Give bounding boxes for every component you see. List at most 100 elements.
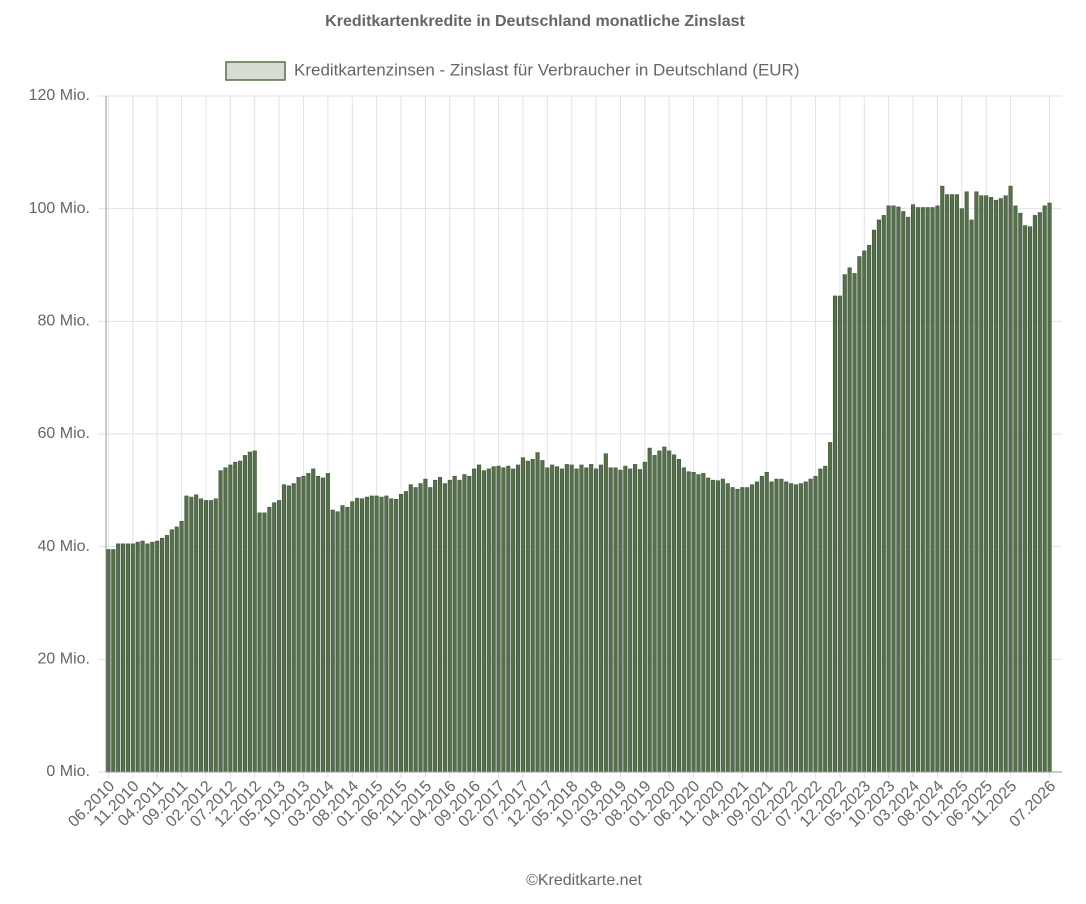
bar — [398, 493, 404, 773]
bar — [984, 195, 989, 773]
bar — [281, 484, 287, 773]
bar — [759, 475, 764, 773]
bar — [442, 483, 447, 773]
bar — [311, 468, 316, 773]
bar — [1008, 185, 1013, 773]
bar — [130, 543, 135, 773]
bar — [428, 487, 433, 773]
bar — [316, 475, 321, 773]
bar — [481, 470, 486, 773]
bar — [511, 468, 516, 773]
bar — [267, 506, 272, 773]
bar — [974, 191, 979, 773]
bar — [818, 468, 823, 773]
bar — [871, 229, 877, 773]
bar — [286, 485, 291, 773]
bar — [325, 473, 330, 773]
bar — [652, 455, 657, 773]
bar — [589, 464, 594, 773]
bar — [754, 481, 760, 773]
bar — [579, 464, 584, 773]
bar — [179, 521, 184, 773]
bar — [637, 469, 643, 773]
bar — [496, 465, 501, 773]
bar — [306, 473, 311, 773]
bar — [189, 496, 194, 773]
bar — [857, 256, 862, 773]
bar — [803, 481, 808, 773]
bar — [472, 468, 477, 773]
bar — [320, 477, 326, 773]
y-tick-label: 60 Mio. — [38, 425, 90, 442]
bar — [350, 501, 355, 773]
bar — [203, 500, 209, 773]
bar — [491, 466, 496, 773]
bar — [930, 207, 935, 773]
bar — [462, 474, 467, 773]
bar — [735, 488, 740, 773]
bar — [125, 543, 130, 773]
bar — [291, 483, 296, 773]
bar — [277, 500, 282, 773]
bar — [457, 479, 462, 773]
bar — [676, 459, 682, 773]
bar — [413, 487, 418, 773]
bar — [1003, 195, 1008, 773]
chart-title: Kreditkartenkredite in Deutschland monat… — [325, 13, 745, 30]
bar — [238, 460, 243, 773]
bar — [940, 185, 945, 773]
bar — [720, 478, 725, 773]
bar — [979, 195, 984, 773]
bar — [935, 205, 940, 773]
bar — [949, 194, 955, 773]
bar — [369, 495, 374, 773]
bar — [247, 451, 252, 773]
y-tick-label: 80 Mio. — [38, 313, 90, 330]
bar — [1032, 215, 1037, 773]
bar — [540, 460, 545, 773]
bar — [1018, 212, 1023, 773]
bar — [486, 468, 491, 773]
bar — [194, 494, 199, 773]
bar — [501, 467, 506, 773]
bar — [837, 295, 842, 773]
bar — [906, 216, 911, 773]
bar — [993, 199, 998, 773]
bar — [140, 540, 145, 773]
bar — [330, 509, 335, 773]
source: ©Kreditkarte.net — [526, 872, 642, 889]
bar — [608, 467, 613, 773]
bar — [862, 250, 867, 773]
bar — [789, 483, 794, 773]
bar — [174, 526, 179, 773]
bar — [881, 215, 886, 773]
bar — [530, 459, 535, 773]
bar — [223, 467, 228, 773]
bar — [988, 197, 994, 773]
bar — [233, 461, 238, 773]
bar — [199, 498, 204, 773]
bar — [408, 484, 413, 773]
bar — [359, 498, 365, 773]
bar — [891, 205, 896, 773]
bar — [418, 483, 423, 773]
bar — [823, 465, 828, 773]
bar — [384, 495, 389, 773]
bar — [779, 478, 784, 773]
bar — [389, 498, 394, 773]
legend-swatch — [225, 61, 286, 81]
legend-label[interactable]: Kreditkartenzinsen - Zinslast für Verbra… — [294, 60, 800, 79]
bar — [555, 466, 560, 773]
bar — [394, 499, 399, 773]
bar — [374, 495, 379, 773]
bar — [574, 468, 579, 773]
bar — [642, 461, 647, 773]
bar — [618, 469, 623, 773]
bar — [876, 219, 881, 773]
bar — [769, 481, 774, 773]
bar — [506, 465, 511, 773]
bar — [515, 464, 521, 773]
bar — [706, 477, 711, 773]
bar — [945, 194, 950, 773]
bar — [1037, 212, 1042, 773]
